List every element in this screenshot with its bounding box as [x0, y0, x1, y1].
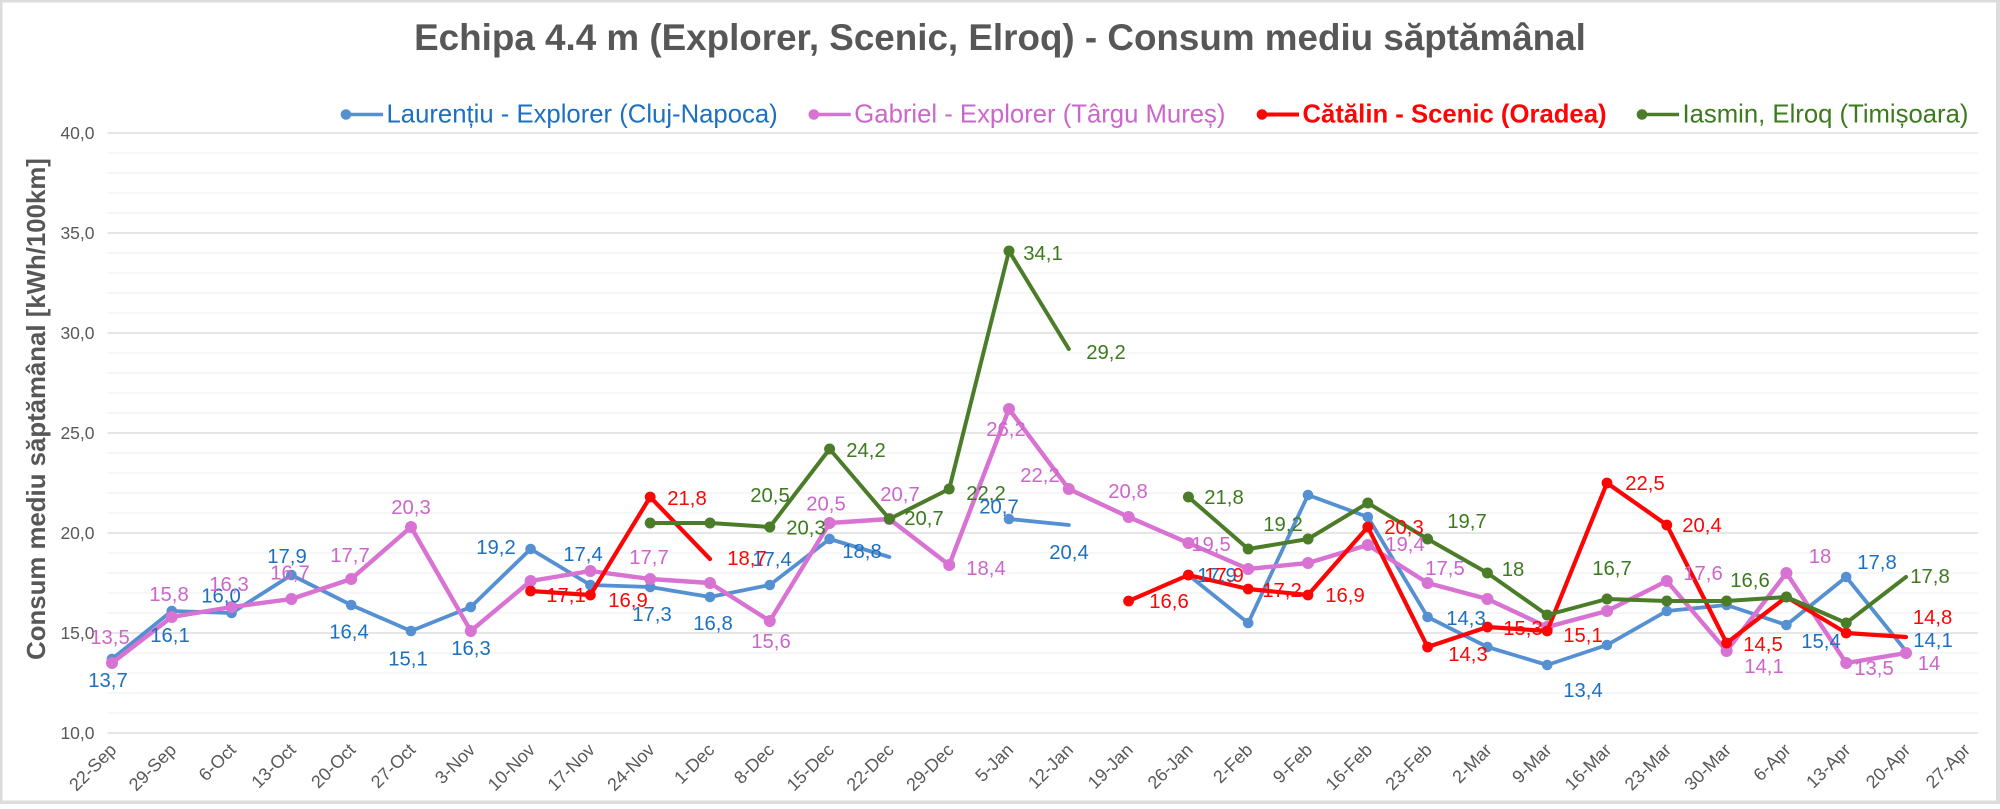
- svg-text:17,4: 17,4: [563, 544, 602, 566]
- svg-text:14,1: 14,1: [1913, 630, 1952, 652]
- svg-text:35,0: 35,0: [60, 223, 94, 243]
- svg-text:13,5: 13,5: [90, 627, 129, 649]
- svg-text:14,3: 14,3: [1446, 608, 1485, 630]
- svg-text:16,8: 16,8: [693, 613, 732, 635]
- svg-text:26,2: 26,2: [986, 419, 1025, 441]
- svg-text:15,1: 15,1: [388, 649, 427, 671]
- svg-text:16,7: 16,7: [1592, 558, 1631, 580]
- svg-text:10,0: 10,0: [60, 723, 94, 743]
- svg-text:25,0: 25,0: [60, 423, 94, 443]
- svg-text:20,3: 20,3: [786, 518, 825, 540]
- svg-text:18,8: 18,8: [842, 541, 881, 563]
- svg-text:19,2: 19,2: [1263, 514, 1302, 536]
- svg-text:13,7: 13,7: [88, 670, 127, 692]
- svg-text:19,7: 19,7: [1447, 511, 1486, 533]
- svg-text:14,3: 14,3: [1448, 644, 1487, 666]
- svg-text:29,2: 29,2: [1086, 342, 1125, 364]
- svg-text:16,3: 16,3: [451, 638, 490, 660]
- svg-text:15,1: 15,1: [1563, 625, 1602, 647]
- svg-text:19,5: 19,5: [1191, 534, 1230, 556]
- svg-text:15,8: 15,8: [149, 584, 188, 606]
- svg-text:40,0: 40,0: [60, 123, 94, 143]
- svg-text:17,9: 17,9: [1204, 565, 1243, 587]
- svg-text:14,8: 14,8: [1913, 607, 1952, 629]
- svg-text:18,4: 18,4: [966, 558, 1005, 580]
- svg-text:15,3: 15,3: [1503, 618, 1542, 640]
- svg-text:20,8: 20,8: [1108, 481, 1147, 503]
- svg-text:17,8: 17,8: [1857, 552, 1896, 574]
- svg-text:20,3: 20,3: [1384, 517, 1423, 539]
- svg-text:17,7: 17,7: [629, 547, 668, 569]
- svg-text:16,1: 16,1: [150, 625, 189, 647]
- svg-text:Consum mediu săptămânal [kWh/1: Consum mediu săptămânal [kWh/100km]: [23, 158, 51, 660]
- svg-text:20,0: 20,0: [60, 523, 94, 543]
- svg-text:16,3: 16,3: [209, 574, 248, 596]
- svg-text:16,4: 16,4: [329, 622, 368, 644]
- svg-text:22,2: 22,2: [966, 483, 1005, 505]
- svg-text:20,4: 20,4: [1049, 542, 1088, 564]
- svg-text:Cătălin - Scenic (Oradea): Cătălin - Scenic (Oradea): [1303, 101, 1607, 129]
- svg-text:14,1: 14,1: [1744, 656, 1783, 678]
- svg-text:17,6: 17,6: [1683, 563, 1722, 585]
- svg-text:16,6: 16,6: [1149, 591, 1188, 613]
- svg-text:34,1: 34,1: [1023, 243, 1062, 265]
- svg-text:13,4: 13,4: [1563, 680, 1602, 702]
- svg-text:20,5: 20,5: [750, 485, 789, 507]
- svg-text:20,5: 20,5: [806, 494, 845, 516]
- svg-text:20,7: 20,7: [904, 508, 943, 530]
- svg-text:22,5: 22,5: [1625, 473, 1664, 495]
- svg-text:17,2: 17,2: [1262, 580, 1301, 602]
- svg-text:17,1: 17,1: [546, 585, 585, 607]
- svg-text:16,9: 16,9: [1325, 585, 1364, 607]
- svg-text:Laurențiu - Explorer (Cluj-Nap: Laurențiu - Explorer (Cluj-Napoca): [387, 101, 778, 129]
- svg-text:20,7: 20,7: [880, 484, 919, 506]
- svg-text:15,4: 15,4: [1801, 631, 1840, 653]
- svg-text:16,7: 16,7: [270, 563, 309, 585]
- svg-text:17,9: 17,9: [1197, 565, 1236, 587]
- svg-text:16,0: 16,0: [201, 586, 240, 608]
- svg-text:16,6: 16,6: [1730, 570, 1769, 592]
- svg-text:20,7: 20,7: [979, 497, 1018, 519]
- svg-text:24,2: 24,2: [846, 440, 885, 462]
- svg-text:19,4: 19,4: [1385, 534, 1424, 556]
- svg-text:17,5: 17,5: [1425, 558, 1464, 580]
- svg-text:Iasmin, Elroq (Timișoara): Iasmin, Elroq (Timișoara): [1683, 101, 1969, 129]
- svg-text:13,5: 13,5: [1854, 658, 1893, 680]
- svg-text:17,7: 17,7: [330, 545, 369, 567]
- svg-text:20,4: 20,4: [1682, 515, 1721, 537]
- svg-text:15,6: 15,6: [751, 631, 790, 653]
- svg-text:22,2: 22,2: [1020, 465, 1059, 487]
- svg-text:15,0: 15,0: [60, 623, 94, 643]
- svg-text:14,5: 14,5: [1743, 634, 1782, 656]
- svg-text:18,7: 18,7: [727, 548, 766, 570]
- svg-text:18: 18: [1502, 559, 1525, 581]
- svg-text:16,9: 16,9: [608, 590, 647, 612]
- svg-text:21,8: 21,8: [667, 488, 706, 510]
- svg-text:30,0: 30,0: [60, 323, 94, 343]
- svg-text:Echipa 4.4 m (Explorer, Scenic: Echipa 4.4 m (Explorer, Scenic, Elroq) -…: [414, 17, 1586, 58]
- svg-text:17,4: 17,4: [752, 549, 791, 571]
- svg-text:17,8: 17,8: [1910, 566, 1949, 588]
- svg-text:19,2: 19,2: [476, 537, 515, 559]
- svg-text:18: 18: [1809, 546, 1832, 568]
- svg-text:Gabriel - Explorer (Târgu Mure: Gabriel - Explorer (Târgu Mureș): [854, 101, 1225, 129]
- svg-text:17,9: 17,9: [267, 546, 306, 568]
- svg-text:17,3: 17,3: [632, 604, 671, 626]
- svg-text:20,3: 20,3: [391, 497, 430, 519]
- svg-text:21,8: 21,8: [1204, 487, 1243, 509]
- svg-text:14: 14: [1918, 653, 1941, 675]
